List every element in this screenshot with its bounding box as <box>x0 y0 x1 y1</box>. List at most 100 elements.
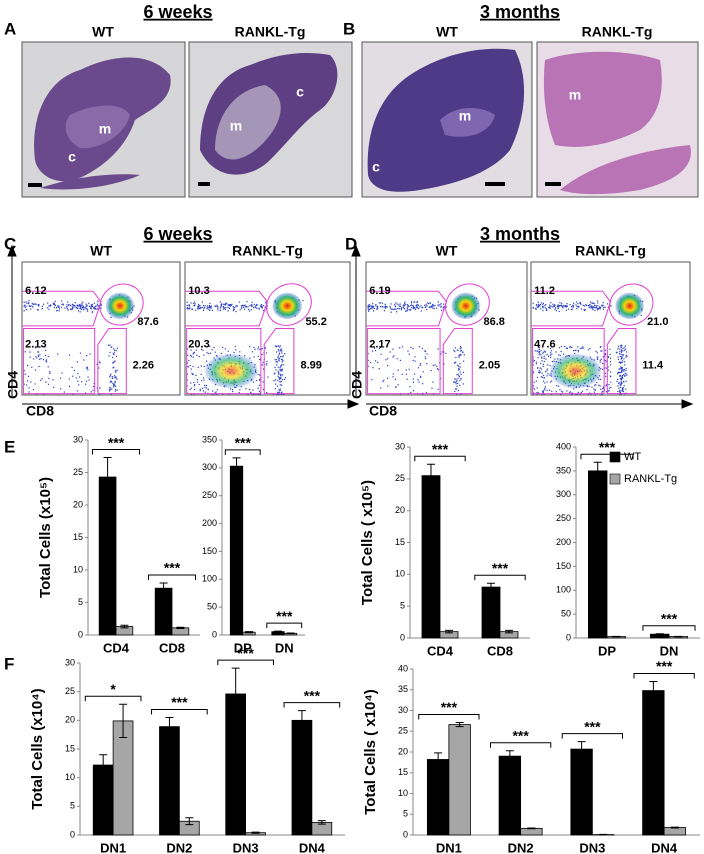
event-dot <box>39 346 41 348</box>
event-dot <box>98 361 101 363</box>
y-tick-label: 50 <box>561 609 571 619</box>
event-dot <box>258 384 261 386</box>
event-dot <box>620 378 622 380</box>
event-dot <box>230 304 233 306</box>
event-dot <box>112 384 115 386</box>
event-dot <box>549 374 551 376</box>
event-dot <box>187 354 189 356</box>
event-dot <box>232 390 234 393</box>
event-dot <box>41 305 44 307</box>
event-dot <box>455 361 457 363</box>
event-dot <box>31 302 33 305</box>
event-dot <box>259 348 261 351</box>
event-dot <box>86 366 89 368</box>
event-dot <box>281 368 283 370</box>
event-dot <box>114 381 116 383</box>
event-dot <box>618 368 620 370</box>
event-dot <box>225 306 227 309</box>
event-dot <box>395 302 397 304</box>
error-bar <box>487 582 495 592</box>
image-label: RANKL-Tg <box>582 24 653 40</box>
event-dot <box>76 390 78 392</box>
event-dot <box>460 349 463 351</box>
event-dot <box>600 350 602 352</box>
significance-bracket <box>580 453 634 460</box>
event-dot <box>37 354 39 356</box>
gate-value: 8.99 <box>301 360 322 372</box>
event-dot <box>605 375 607 378</box>
event-dot <box>387 385 389 387</box>
event-dot <box>108 389 110 391</box>
event-dot <box>205 387 208 389</box>
event-dot <box>75 377 77 379</box>
event-dot <box>24 351 26 353</box>
event-dot <box>549 307 551 309</box>
panel-label: D <box>345 234 357 253</box>
event-dot <box>537 305 540 307</box>
event-dot <box>543 360 545 363</box>
event-dot <box>460 373 462 376</box>
event-dot <box>211 309 214 311</box>
event-dot <box>619 361 621 363</box>
event-dot <box>596 306 598 309</box>
event-dot <box>203 379 205 381</box>
y-tick-label: 10 <box>398 788 408 798</box>
event-dot <box>204 384 206 386</box>
event-dot <box>110 388 112 390</box>
event-dot <box>453 381 455 383</box>
event-dot <box>189 364 191 367</box>
event-dot <box>533 359 535 362</box>
event-dot <box>413 306 416 309</box>
event-dot <box>192 373 194 376</box>
event-dot <box>557 305 560 307</box>
event-dot <box>577 302 579 305</box>
event-dot <box>257 355 259 357</box>
event-dot <box>233 308 235 311</box>
event-dot <box>455 383 457 385</box>
event-dot <box>540 354 542 356</box>
event-dot <box>192 356 194 358</box>
event-dot <box>42 359 45 361</box>
event-dot <box>569 304 571 306</box>
event-dot <box>199 305 201 307</box>
event-dot <box>89 353 91 355</box>
event-dot <box>439 303 441 306</box>
event-dot <box>368 308 370 310</box>
event-dot <box>558 385 560 387</box>
significance-bracket <box>283 702 341 708</box>
event-dot <box>554 358 556 360</box>
event-dot <box>554 308 556 310</box>
bar <box>570 748 593 836</box>
event-dot <box>565 347 567 349</box>
event-dot <box>462 383 464 385</box>
y-tick-label: 250 <box>556 513 571 523</box>
event-dot <box>559 389 561 391</box>
panel-label: F <box>4 654 14 673</box>
event-dot <box>609 357 612 359</box>
event-dot <box>187 308 190 310</box>
event-dot <box>594 393 596 395</box>
y-tick-label: 200 <box>202 518 217 528</box>
event-dot <box>596 352 598 354</box>
event-dot <box>34 303 36 305</box>
error-bar <box>427 463 435 488</box>
event-dot <box>414 301 416 303</box>
event-dot <box>249 388 251 390</box>
event-dot <box>440 305 442 307</box>
event-dot <box>424 356 426 358</box>
event-dot <box>279 388 281 390</box>
event-dot <box>202 377 205 379</box>
event-dot <box>115 376 117 378</box>
event-dot <box>41 378 43 380</box>
event-dot <box>559 354 561 357</box>
event-dot <box>552 306 554 308</box>
event-dot <box>602 388 604 390</box>
panel-label: B <box>343 19 355 38</box>
event-dot <box>460 378 462 380</box>
event-dot <box>572 306 574 308</box>
event-dot <box>63 391 65 393</box>
event-dot <box>36 357 38 359</box>
event-dot <box>207 305 209 307</box>
event-dot <box>414 360 416 362</box>
event-dot <box>386 377 389 379</box>
